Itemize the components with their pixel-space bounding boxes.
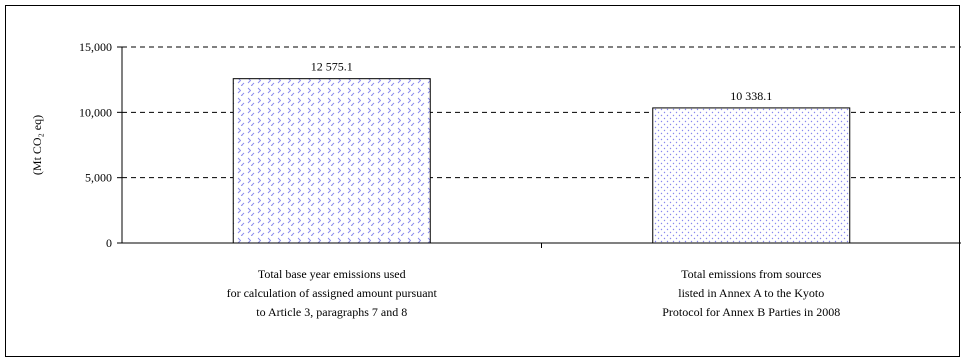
y-tick-label: 0 (106, 236, 112, 250)
labels: 0 5,000 10,000 15,000 12 575.1 Total base yea… (30, 40, 840, 319)
bar-chart: 0 5,000 10,000 15,000 12 575.1 Total base yea… (30, 40, 961, 319)
x-tick-label: for calculation of assigned amount pursu… (227, 286, 438, 300)
y-axis-label: (Mt CO₂ eq) (30, 115, 44, 175)
x-tick-label: Protocol for Annex B Parties in 2008 (662, 305, 840, 319)
y-tick-label: 10,000 (79, 105, 112, 119)
x-tick-label: Total base year emissions used (258, 267, 406, 281)
x-tick-label: Total emissions from sources (681, 267, 821, 281)
data-label: 12 575.1 (311, 60, 353, 74)
x-tick-label: to Article 3, paragraphs 7 and 8 (256, 305, 407, 319)
bars (232, 78, 851, 244)
axes (117, 46, 961, 248)
y-tick-label: 5,000 (85, 171, 112, 185)
data-label: 10 338.1 (730, 89, 772, 103)
chart-frame: 0 5,000 10,000 15,000 12 575.1 Total base yea… (5, 5, 961, 357)
y-tick-label: 15,000 (79, 40, 112, 54)
bar (232, 78, 431, 244)
x-tick-label: listed in Annex A to the Kyoto (678, 286, 824, 300)
bar (652, 107, 851, 244)
